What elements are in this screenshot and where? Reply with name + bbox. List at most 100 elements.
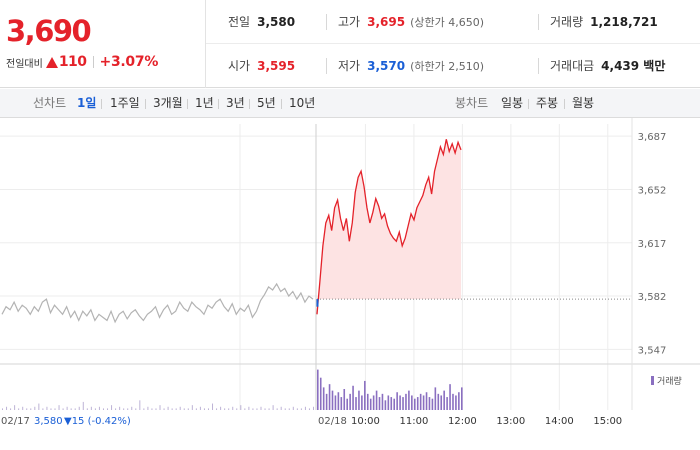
candle-tab-daily[interactable]: 일봉 [501,96,524,110]
volume-bar [346,398,348,410]
volume-bar [216,408,218,410]
volume-bar [38,403,40,410]
volume-bar [361,395,363,410]
volume-bar [107,408,109,410]
low-stat: 저가 3,570 (하한가 2,510) [338,44,484,88]
volume-bar [288,408,290,410]
period-tab-1y[interactable]: 1년 [195,96,214,110]
volume-bar [74,408,76,410]
volume-bar [252,408,254,410]
volume-bar [416,397,419,410]
candle-chart-label: 봉차트 [455,96,489,110]
volume-bar [66,406,68,410]
open-label: 시가 [228,59,251,73]
lower-limit: (하한가 2,510) [410,60,484,73]
x-tick-label: 11:00 [400,416,429,427]
volume-bar [264,408,266,410]
volume-bar [236,408,238,410]
volume-bar [240,405,242,410]
prev-close-label: 전일 [228,15,251,29]
volume-bar [167,406,169,410]
volume-bar [304,406,306,410]
volume-bar [308,408,310,410]
volume-bar [212,403,214,410]
volume-bar [317,369,319,410]
volume-bar [143,408,145,410]
volume-bar [191,405,193,410]
open-value: 3,595 [257,59,296,73]
volume-bar [260,406,262,410]
candle-tab-monthly[interactable]: 월봉 [572,96,595,110]
stat-divider [538,14,539,30]
volume-bar [422,395,425,410]
volume-bar [151,408,153,410]
volume-bar [131,406,133,410]
change-amount: 110 [58,54,87,70]
volume-bar [228,408,230,410]
volume-bar [366,393,369,410]
volume-bar [58,405,60,410]
x-tick-label: 14:00 [545,416,574,427]
volume-bar [127,408,129,410]
volume-bar [90,406,92,410]
upper-limit: (상한가 4,650) [410,16,484,29]
volume-bar [155,408,157,410]
volume-bar [355,397,357,410]
volume-bar [425,392,428,410]
stat-divider [326,14,327,30]
volume-bar [163,408,165,410]
period-tab-1d[interactable]: 1일 [77,96,97,110]
volume-bar [14,405,16,410]
x-tick-label: 12:00 [448,416,477,427]
current-price: 3,690 [6,14,92,48]
period-tab-5y[interactable]: 5년 [257,96,276,110]
volume-bar [50,408,52,410]
candle-tab-weekly[interactable]: 주봉 [536,96,559,110]
volume-bar [461,387,463,410]
volume-bar [179,406,181,410]
open-stat: 시가 3,595 [228,44,295,88]
volume-bars [2,369,463,410]
volume-bar [313,406,314,410]
prev-close-label: 3,580 [34,416,63,427]
period-tab-3m[interactable]: 3개월 [153,96,183,110]
toolbar-divider [101,99,102,109]
volume-bar [393,398,396,410]
period-tab-3y[interactable]: 3년 [226,96,245,110]
stat-divider [538,58,539,74]
volume-bar [203,408,205,410]
low-label: 저가 [338,59,361,73]
volume-bar [46,406,48,410]
period-tab-1w[interactable]: 1주일 [110,96,140,110]
quote-header: 3,690 전일대비 110 +3.07% 전일 3,580 고가 3,695 (상한… [0,0,700,88]
volume-bar [449,384,451,410]
up-arrow-icon [45,56,58,68]
volume-bar [187,408,189,410]
volume-bar [337,392,340,410]
volume-bar [452,393,454,410]
volume-bar [431,398,434,410]
volume-bar [195,408,197,410]
line-chart-label: 선차트 [33,96,67,110]
prev-date-label: 02/17 [1,416,30,427]
volume-bar [405,393,407,410]
trade-value-label: 거래대금 [550,59,595,73]
volume-bar [256,408,258,410]
volume-bar [411,395,413,410]
volume-bar [408,390,410,410]
high-label: 고가 [338,15,361,29]
volume-bar [399,395,401,410]
volume-bar [171,408,173,410]
volume-bar [369,398,372,410]
volume-bar [280,406,282,410]
volume-bar [244,408,246,410]
volume-bar [440,395,443,410]
y-tick-label: 3,652 [638,185,667,196]
volume-bar [381,393,384,410]
volume-bar [284,408,286,410]
stat-divider [326,58,327,74]
period-tab-10y[interactable]: 10년 [289,96,316,110]
volume-bar [390,397,393,410]
volume-bar [22,406,24,410]
volume-bar [86,408,88,410]
